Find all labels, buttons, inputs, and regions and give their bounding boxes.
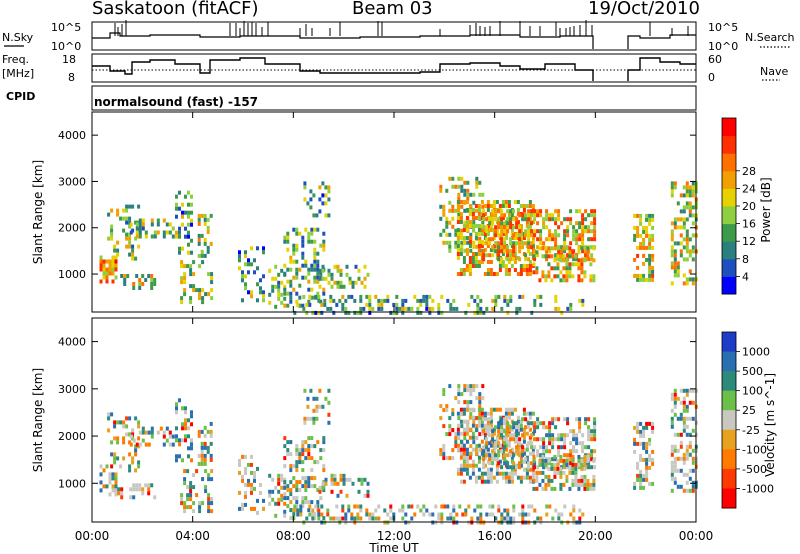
y-tick-label: 1000 — [58, 477, 86, 490]
power-y-ticks: 1000 2000 3000 4000 — [58, 129, 696, 281]
colorbar-segment — [722, 170, 736, 189]
noise-left-label: N.Sky — [2, 31, 34, 44]
x-tick-label: 16:00 — [477, 529, 512, 543]
x-tick-label: 04:00 — [175, 529, 210, 543]
station-title: Saskatoon (fitACF) — [92, 0, 259, 19]
nave-label: Nave — [760, 65, 788, 78]
colorbar-segment — [722, 351, 736, 372]
colorbar-segment — [722, 449, 736, 470]
power-colorbar: 4 8 12 16 20 24 28 — [721, 117, 756, 295]
colorbar-segment — [722, 188, 736, 207]
freq-label-2: [MHz] — [2, 67, 34, 80]
colorbar-tick-label: 1000 — [742, 346, 770, 359]
colorbar-segment — [722, 223, 736, 242]
colorbar-segment — [722, 332, 736, 353]
noise-tick-left-top: 10^5 — [51, 21, 81, 34]
x-axis-title: Time UT — [368, 541, 419, 554]
noise-right-label: N.Search — [745, 31, 795, 44]
noise-spikes — [114, 20, 689, 36]
noise-sky-line — [92, 32, 696, 49]
noise-tick-right-top: 10^5 — [708, 21, 738, 34]
colorbar-segment — [722, 276, 736, 295]
colorbar-segment — [722, 390, 736, 411]
date-title: 19/Oct/2010 — [588, 0, 700, 19]
power-panel: 1000 2000 3000 4000 Slant Range [km] 4 8 12 16… — [31, 111, 773, 315]
x-tick-label: 20:00 — [578, 529, 613, 543]
colorbar-tick-label: 20 — [742, 200, 756, 213]
colorbar-segment — [722, 153, 736, 172]
colorbar-tick-label: 500 — [742, 365, 763, 378]
y-tick-label: 1000 — [58, 268, 86, 281]
power-x-ticks — [91, 112, 697, 312]
colorbar-tick-label: -500 — [742, 463, 767, 476]
noise-tick-right-bottom: 10^0 — [708, 40, 738, 53]
colorbar-segment — [722, 468, 736, 489]
colorbar-tick-label: 28 — [742, 165, 756, 178]
freq-tick-bottom: 8 — [68, 71, 75, 84]
colorbar-tick-label: 25 — [742, 404, 756, 417]
y-tick-label: 2000 — [58, 430, 86, 443]
freq-label-1: Freq. — [2, 53, 29, 66]
colorbar-tick-label: 12 — [742, 235, 756, 248]
colorbar-segment — [722, 206, 736, 225]
velocity-y-axis-label: Slant Range [km] — [31, 368, 45, 472]
colorbar-segment — [722, 410, 736, 431]
colorbar-tick-label: -100 — [742, 443, 767, 456]
beam-title: Beam 03 — [352, 0, 433, 19]
velocity-panel: 1000 2000 3000 4000 00:00 04:00 08:00 12:00 16:… — [31, 317, 777, 543]
power-data-cells — [99, 176, 698, 315]
colorbar-tick-label: -25 — [742, 424, 760, 437]
power-colorbar-label: Power [dB] — [759, 177, 773, 242]
colorbar-segment — [722, 429, 736, 450]
nave-tick-bottom: 0 — [708, 71, 715, 84]
velocity-y-ticks: 1000 2000 3000 4000 — [58, 336, 696, 490]
colorbar-tick-label: 100 — [742, 385, 763, 398]
x-tick-label: 00:00 — [679, 529, 714, 543]
x-tick-label: 12:00 — [377, 529, 412, 543]
freq-line — [92, 57, 696, 81]
x-tick-label: 00:00 — [75, 529, 110, 543]
freq-panel: Freq. [MHz] 18 8 Nave 60 0 — [2, 53, 788, 84]
nave-tick-top: 60 — [708, 53, 722, 66]
y-tick-label: 3000 — [58, 383, 86, 396]
noise-tick-left-bottom: 10^0 — [51, 40, 81, 53]
colorbar-tick-label: 8 — [742, 253, 749, 266]
velocity-colorbar-label: Velocity [m s^-1] — [763, 373, 777, 477]
colorbar-tick-label: 24 — [742, 182, 756, 195]
power-y-axis-label: Slant Range [km] — [31, 160, 45, 264]
freq-tick-top: 18 — [62, 53, 76, 66]
colorbar-tick-label: 16 — [742, 218, 756, 231]
y-tick-label: 2000 — [58, 222, 86, 235]
colorbar-segment — [722, 118, 736, 137]
colorbar-segment — [722, 241, 736, 260]
noise-panel: N.Sky N.Search 10^5 10^0 10^5 10^0 — [2, 20, 795, 53]
velocity-colorbar: 1000 500 100 25 -25 -100 -500 -1000 — [721, 331, 774, 509]
velocity-x-ticks: 00:00 04:00 08:00 12:00 16:00 20:00 00:00 — [75, 318, 714, 543]
x-tick-label: 08:00 — [276, 529, 311, 543]
colorbar-segment — [722, 371, 736, 392]
velocity-data-cells — [99, 384, 698, 525]
colorbar-segment — [722, 135, 736, 154]
colorbar-segment — [722, 488, 736, 509]
y-tick-label: 4000 — [58, 336, 86, 349]
y-tick-label: 3000 — [58, 175, 86, 188]
cpid-label: CPID — [6, 90, 35, 103]
colorbar-tick-label: 4 — [742, 270, 749, 283]
colorbar-tick-label: -1000 — [742, 482, 774, 495]
y-tick-label: 4000 — [58, 129, 86, 142]
cpid-text: normalsound (fast) -157 — [94, 95, 258, 109]
colorbar-segment — [722, 258, 736, 277]
